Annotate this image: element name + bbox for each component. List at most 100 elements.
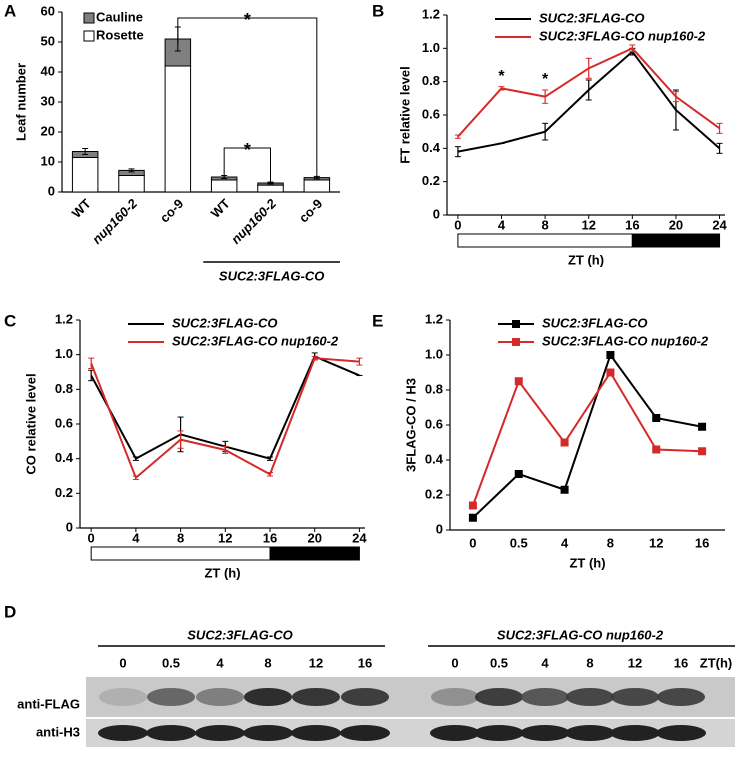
error-bar — [716, 142, 723, 154]
error-bar — [128, 168, 135, 173]
y-axis-label: 3FLAG-CO / H3 — [403, 378, 418, 472]
band — [196, 688, 244, 706]
blot-group-label: SUC2:3FLAG-CO nup160-2 — [497, 627, 664, 642]
error-bar — [454, 146, 461, 158]
x-tick-label: 8 — [607, 535, 614, 550]
x-tick-label: 24 — [712, 217, 727, 232]
x-tick-label: 12 — [581, 217, 595, 232]
error-bar — [132, 456, 139, 461]
band — [611, 688, 659, 706]
series-line — [90, 357, 360, 480]
bar-segment — [71, 157, 99, 193]
blot-bands — [98, 688, 706, 741]
blot-row-label: anti-H3 — [36, 724, 80, 739]
x-tick-label: 12 — [218, 530, 232, 545]
band — [521, 688, 569, 706]
blot-lane-label: 16 — [674, 655, 688, 670]
panel-letter: D — [4, 602, 16, 621]
y-tick-label: 0.2 — [55, 485, 73, 500]
y-tick-label: 1.0 — [55, 346, 73, 361]
band — [565, 725, 615, 741]
legend-swatch — [83, 30, 95, 42]
annotation: * — [498, 68, 505, 85]
y-tick-label: 0.4 — [55, 450, 74, 465]
blot-lane-label: 8 — [264, 655, 271, 670]
dark-period — [269, 546, 360, 561]
group-label: SUC2:3FLAG-CO — [219, 268, 324, 283]
blot-lane-label: 12 — [309, 655, 323, 670]
y-tick-label: 20 — [41, 123, 55, 138]
legend-label: SUC2:3FLAG-CO nup160-2 — [539, 28, 706, 43]
x-tick-label: 20 — [669, 217, 683, 232]
marker — [514, 377, 523, 386]
x-tick-label: 24 — [352, 530, 367, 545]
band — [474, 725, 524, 741]
blot-lane-label: 8 — [586, 655, 593, 670]
band — [291, 725, 341, 741]
error-bar — [311, 355, 318, 361]
y-tick-label: 0.8 — [55, 381, 73, 396]
band — [610, 725, 660, 741]
blot-lane-label: 0 — [451, 655, 458, 670]
bracket — [223, 147, 271, 184]
band — [475, 688, 523, 706]
y-tick-label: 0 — [433, 206, 440, 221]
series-line — [471, 370, 703, 506]
band — [195, 725, 245, 741]
marker — [698, 447, 707, 456]
series-line — [472, 352, 703, 519]
blot-lane-label: 0 — [119, 655, 126, 670]
x-tick-label: 16 — [625, 217, 639, 232]
legend-marker — [512, 320, 520, 328]
y-tick-label: 1.2 — [422, 6, 440, 21]
y-tick-label: 0.2 — [422, 173, 440, 188]
y-tick-label: 0.8 — [422, 73, 440, 88]
x-axis-label: ZT (h) — [569, 555, 605, 570]
light-period — [90, 546, 271, 561]
y-tick-label: 0.8 — [425, 381, 443, 396]
y-tick-label: 40 — [41, 63, 55, 78]
blot-lane-unit: ZT(h) — [700, 655, 732, 670]
y-tick-label: 0.2 — [425, 486, 443, 501]
x-tick-label: 8 — [177, 530, 184, 545]
marker — [468, 513, 477, 522]
band — [292, 688, 340, 706]
x-tick-label: co-9 — [296, 196, 326, 226]
panel-letter: C — [4, 311, 16, 330]
x-axis-label: ZT (h) — [204, 565, 240, 580]
x-tick-label: 4 — [561, 535, 569, 550]
band — [430, 725, 480, 741]
marker — [606, 368, 615, 377]
error-bar — [82, 148, 89, 155]
y-tick-label: 0.6 — [55, 415, 73, 430]
marker — [652, 414, 661, 422]
y-tick-label: 0 — [48, 183, 55, 198]
y-tick-label: 1.0 — [425, 346, 443, 361]
y-tick-label: 10 — [41, 153, 55, 168]
panel-letter: E — [372, 311, 383, 330]
marker — [560, 485, 569, 494]
dark-period — [631, 233, 721, 248]
x-tick-label: nup160-2 — [89, 195, 141, 247]
x-tick-label: 4 — [498, 217, 506, 232]
error-bar — [356, 357, 363, 366]
legend-label: SUC2:3FLAG-CO — [542, 315, 647, 330]
legend-label: SUC2:3FLAG-CO nup160-2 — [542, 333, 709, 348]
error-bar — [498, 86, 505, 91]
legend-label: SUC2:3FLAG-CO nup160-2 — [172, 333, 339, 348]
band — [431, 688, 479, 706]
band — [146, 725, 196, 741]
error-bar — [542, 89, 549, 104]
x-tick-label: WT — [69, 196, 94, 221]
annotation: * — [244, 10, 251, 30]
bar-segment — [303, 179, 331, 193]
blot-lane-label: 4 — [216, 655, 224, 670]
band — [340, 725, 390, 741]
blot-lane-label: 4 — [541, 655, 549, 670]
bar-segment — [257, 184, 284, 193]
band — [243, 725, 293, 741]
band — [147, 688, 195, 706]
x-tick-label: 16 — [263, 530, 277, 545]
error-bar — [222, 446, 229, 454]
